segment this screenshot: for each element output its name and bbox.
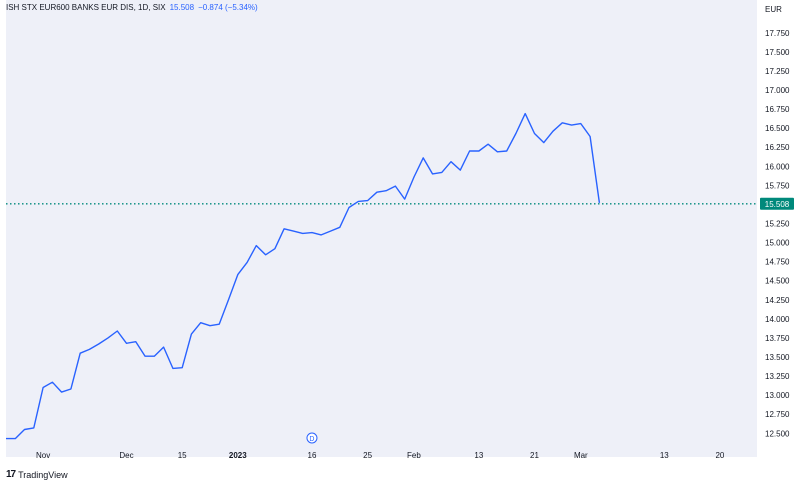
plot-area[interactable]	[6, 0, 757, 457]
x-tick-label: 2023	[229, 451, 247, 460]
dividend-marker[interactable]: D	[306, 432, 318, 444]
price-line-series[interactable]	[6, 112, 601, 440]
x-tick-label: 13	[474, 451, 483, 460]
price-change-value: −0.874 (−5.34%)	[198, 3, 258, 12]
x-tick-label: 13	[660, 451, 669, 460]
y-tick-label: 14.000	[765, 315, 790, 324]
x-axis[interactable]: Nov Dec 15 2023 16 25 Feb 13 21 Mar 13 20	[36, 451, 725, 460]
y-tick-label: 14.250	[765, 296, 790, 305]
x-tick-label: Dec	[119, 451, 133, 460]
y-tick-label: 13.250	[765, 372, 790, 381]
y-axis[interactable]: 12.500 12.750 13.000 13.250 13.500 13.750 14.0…	[765, 29, 790, 438]
last-price-badge-bg	[760, 197, 794, 210]
y-tick-label: 17.750	[765, 29, 790, 38]
dividend-marker-circle	[306, 432, 318, 444]
y-tick-label: 17.500	[765, 48, 790, 57]
tradingview-brand-text: TradingView	[18, 469, 68, 480]
x-tick-label: 25	[363, 451, 372, 460]
symbol-title: ISH STX EUR600 BANKS EUR DIS, 1D, SIX	[6, 3, 166, 12]
x-tick-label: Mar	[574, 451, 588, 460]
last-price-badge: 15.508	[760, 197, 794, 210]
x-tick-label: 20	[715, 451, 724, 460]
currency-label: EUR	[765, 5, 782, 14]
y-tick-label: 14.750	[765, 258, 790, 267]
y-tick-label: 16.500	[765, 124, 790, 133]
y-tick-label: 17.000	[765, 86, 790, 95]
x-tick-label: 16	[308, 451, 317, 460]
y-tick-label: 13.500	[765, 353, 790, 362]
y-tick-label: 12.500	[765, 429, 790, 438]
y-tick-label: 13.750	[765, 334, 790, 343]
y-tick-label: 15.250	[765, 219, 790, 228]
y-tick-label: 12.750	[765, 410, 790, 419]
y-tick-label: 16.750	[765, 105, 790, 114]
chart-legend[interactable]: ISH STX EUR600 BANKS EUR DIS, 1D, SIX 15…	[6, 3, 258, 12]
y-tick-label: 13.000	[765, 391, 790, 400]
y-tick-label: 16.250	[765, 143, 790, 152]
y-tick-label: 16.000	[765, 162, 790, 171]
y-tick-label: 15.000	[765, 239, 790, 248]
x-tick-label: Feb	[407, 451, 421, 460]
last-price-badge-label: 15.508	[765, 200, 790, 209]
dividend-marker-label: D	[309, 436, 314, 443]
x-tick-label: 21	[530, 451, 539, 460]
y-tick-label: 15.750	[765, 181, 790, 190]
tradingview-logo-icon: 17	[6, 469, 16, 480]
x-tick-label: 15	[178, 451, 187, 460]
tradingview-logo[interactable]: 17 TradingView	[6, 469, 68, 480]
last-price-value: 15.508	[169, 3, 195, 12]
y-tick-label: 14.500	[765, 277, 790, 286]
x-tick-label: Nov	[36, 451, 50, 460]
y-tick-label: 17.250	[765, 67, 790, 76]
